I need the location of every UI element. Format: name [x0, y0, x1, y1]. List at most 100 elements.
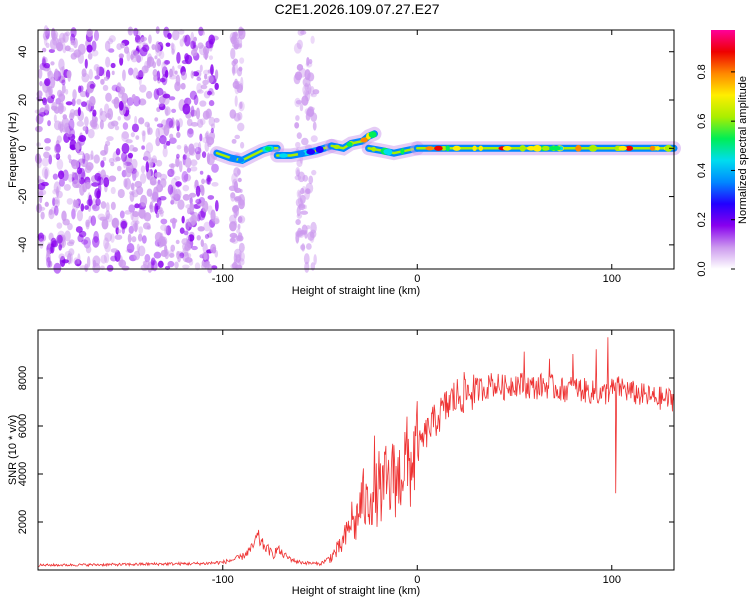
- snr-x-tick-label: 100: [603, 574, 621, 586]
- heatmap-cell: [85, 181, 91, 190]
- heatmap-hotspot: [306, 148, 316, 155]
- spectrogram-y-tick-label: 20: [17, 94, 29, 106]
- heatmap-cell: [137, 44, 142, 50]
- heatmap-cell: [139, 84, 147, 93]
- heatmap-cell: [209, 229, 213, 238]
- heatmap-cell: [169, 218, 178, 224]
- heatmap-cell: [114, 250, 121, 262]
- heatmap-cell: [175, 119, 179, 127]
- heatmap-cell: [175, 239, 180, 245]
- heatmap-cell: [67, 173, 73, 183]
- heatmap-feature: [324, 126, 382, 156]
- heatmap-cell: [237, 216, 243, 223]
- heatmap-cell: [210, 127, 215, 134]
- heatmap-cell: [155, 212, 160, 219]
- heatmap-cell: [58, 93, 66, 102]
- heatmap-cell: [150, 192, 154, 200]
- heatmap-cell: [190, 159, 198, 167]
- heatmap-cell: [64, 88, 69, 95]
- heatmap-cell: [103, 76, 109, 81]
- heatmap-cell: [84, 116, 89, 127]
- heatmap-cell: [160, 119, 168, 131]
- heatmap-cell: [184, 97, 192, 106]
- snr-panel: -100 0 100 2000 4000 6000 8000 Height of stra…: [7, 329, 675, 597]
- colorbar-axis-label: Normalized spectral amplitude: [737, 76, 749, 224]
- heatmap-cell: [142, 44, 150, 52]
- heatmap-cell: [125, 139, 133, 144]
- heatmap-hotspot: [400, 148, 405, 155]
- heatmap-cell: [62, 32, 69, 43]
- heatmap-cell: [42, 31, 50, 41]
- heatmap-cell: [301, 95, 309, 106]
- spectrogram-y-tick-label: -40: [17, 237, 29, 253]
- heatmap-cell: [105, 202, 110, 213]
- heatmap-cell: [74, 141, 82, 150]
- heatmap-cell: [37, 203, 41, 209]
- heatmap-hotspot: [452, 145, 461, 151]
- heatmap-cell: [237, 122, 245, 132]
- heatmap-cell: [301, 243, 306, 252]
- heatmap-cell: [149, 180, 158, 186]
- heatmap-cell: [236, 83, 243, 94]
- heatmap-cell: [234, 264, 243, 270]
- heatmap-cell: [156, 87, 164, 96]
- heatmap-cell: [203, 221, 211, 232]
- heatmap-cell: [232, 178, 238, 189]
- heatmap-feature: [34, 25, 220, 274]
- heatmap-cell: [167, 184, 174, 195]
- heatmap-cell: [237, 177, 242, 183]
- heatmap-cell: [125, 248, 133, 254]
- heatmap-cell: [189, 202, 195, 213]
- heatmap-cell: [108, 157, 115, 164]
- heatmap-cell: [132, 210, 140, 218]
- heatmap-hotspot: [346, 142, 353, 147]
- heatmap-cell: [301, 137, 309, 146]
- heatmap-cell: [122, 69, 126, 82]
- heatmap-cell: [130, 132, 135, 138]
- heatmap-cell: [128, 204, 136, 213]
- heatmap-cell: [68, 112, 75, 121]
- heatmap-cell: [44, 78, 51, 87]
- heatmap-cell: [294, 175, 302, 181]
- heatmap-cell: [127, 26, 134, 36]
- heatmap-cell: [160, 211, 164, 217]
- heatmap-cell: [136, 186, 144, 195]
- heatmap-cell: [105, 92, 112, 102]
- heatmap-cell: [197, 42, 204, 49]
- heatmap-cell: [171, 117, 175, 129]
- heatmap-cell: [102, 84, 109, 92]
- heatmap-cell: [153, 186, 159, 198]
- heatmap-cell: [296, 169, 300, 177]
- snr-y-axis-label: SNR (10 * v/v): [7, 415, 19, 485]
- heatmap-cell: [309, 229, 317, 239]
- heatmap-cell: [160, 224, 168, 231]
- heatmap-cell: [161, 61, 166, 71]
- heatmap-cell: [169, 137, 177, 144]
- snr-frame: [37, 329, 675, 571]
- heatmap-cell: [197, 118, 204, 128]
- heatmap-cell: [64, 45, 71, 52]
- heatmap-cell: [190, 105, 195, 118]
- heatmap-cell: [310, 93, 317, 98]
- heatmap-cell: [77, 150, 85, 156]
- heatmap-cell: [138, 98, 147, 106]
- heatmap-cell: [233, 167, 241, 177]
- heatmap-hotspot: [472, 145, 477, 151]
- heatmap-cell: [76, 167, 83, 175]
- heatmap-hotspot: [478, 145, 484, 151]
- heatmap-hotspot: [588, 145, 598, 152]
- colorbar-tick-label: 0.4: [696, 163, 708, 178]
- heatmap-cell: [39, 189, 47, 196]
- heatmap-cell: [75, 226, 83, 233]
- heatmap-cell: [127, 152, 134, 159]
- heatmap-cell: [184, 157, 192, 168]
- heatmap-cell: [94, 75, 100, 80]
- spectrogram-x-axis-label: Height of straight line (km): [292, 285, 420, 297]
- heatmap-cell: [124, 167, 132, 178]
- heatmap-cell: [128, 190, 135, 196]
- heatmap-cell: [164, 106, 171, 116]
- heatmap-cell: [134, 180, 143, 188]
- snr-x-axis-label: Height of straight line (km): [292, 585, 420, 597]
- heatmap-cell: [304, 108, 312, 116]
